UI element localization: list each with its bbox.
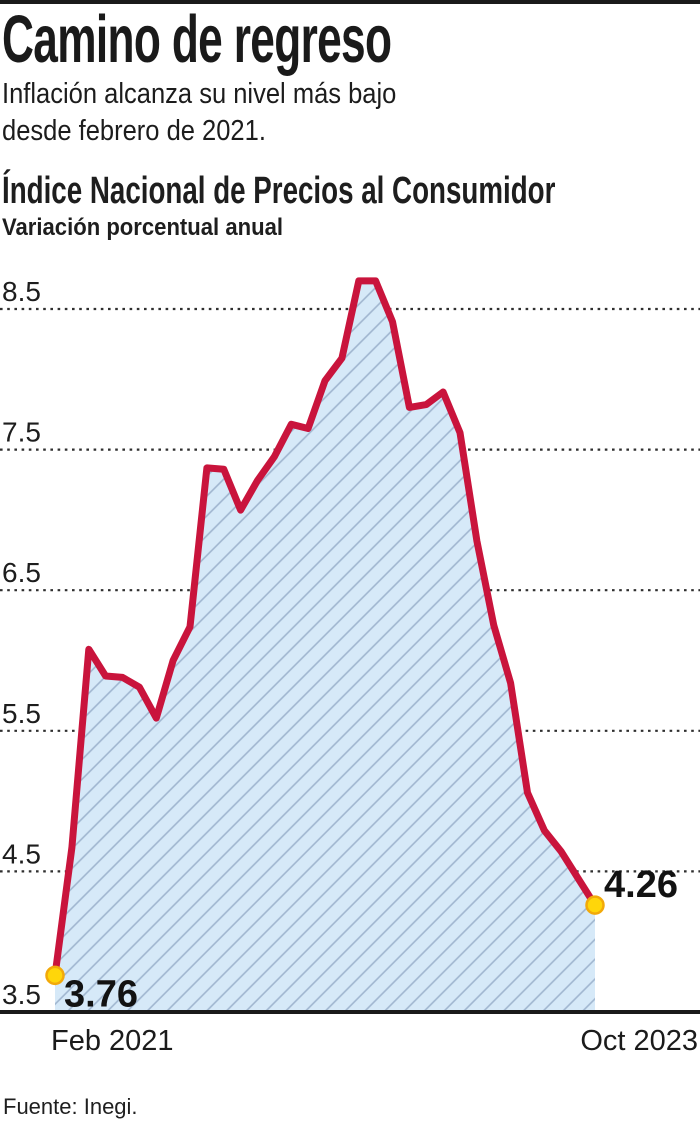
end-point-marker <box>585 895 605 915</box>
y-tick-labels: 8.5 7.5 6.5 5.5 4.5 3.5 <box>2 276 41 1010</box>
start-value-label: 3.76 <box>64 973 138 1015</box>
end-value-label: 4.26 <box>604 864 678 906</box>
inflation-line <box>51 277 599 979</box>
y-tick-label: 7.5 <box>2 417 41 448</box>
y-tick-label: 4.5 <box>2 838 41 869</box>
y-tick-label: 3.5 <box>2 979 41 1010</box>
y-tick-label: 8.5 <box>2 276 41 307</box>
x-axis-label-end: Oct 2023 <box>580 1025 698 1057</box>
top-rule <box>0 0 700 4</box>
area-hatch <box>55 280 595 1012</box>
start-point-marker <box>45 965 65 986</box>
headline: Camino de regreso <box>2 2 392 77</box>
chart-subtitle: Variación porcentual anual <box>2 214 284 241</box>
x-axis-label-start: Feb 2021 <box>51 1025 174 1057</box>
dek: Inflación alcanza su nivel más bajo desd… <box>2 78 397 147</box>
y-tick-label: 6.5 <box>2 557 41 588</box>
source-note: Fuente: Inegi. <box>3 1094 138 1119</box>
chart-title: Índice Nacional de Precios al Consumidor <box>2 170 556 212</box>
y-tick-label: 5.5 <box>2 698 41 729</box>
